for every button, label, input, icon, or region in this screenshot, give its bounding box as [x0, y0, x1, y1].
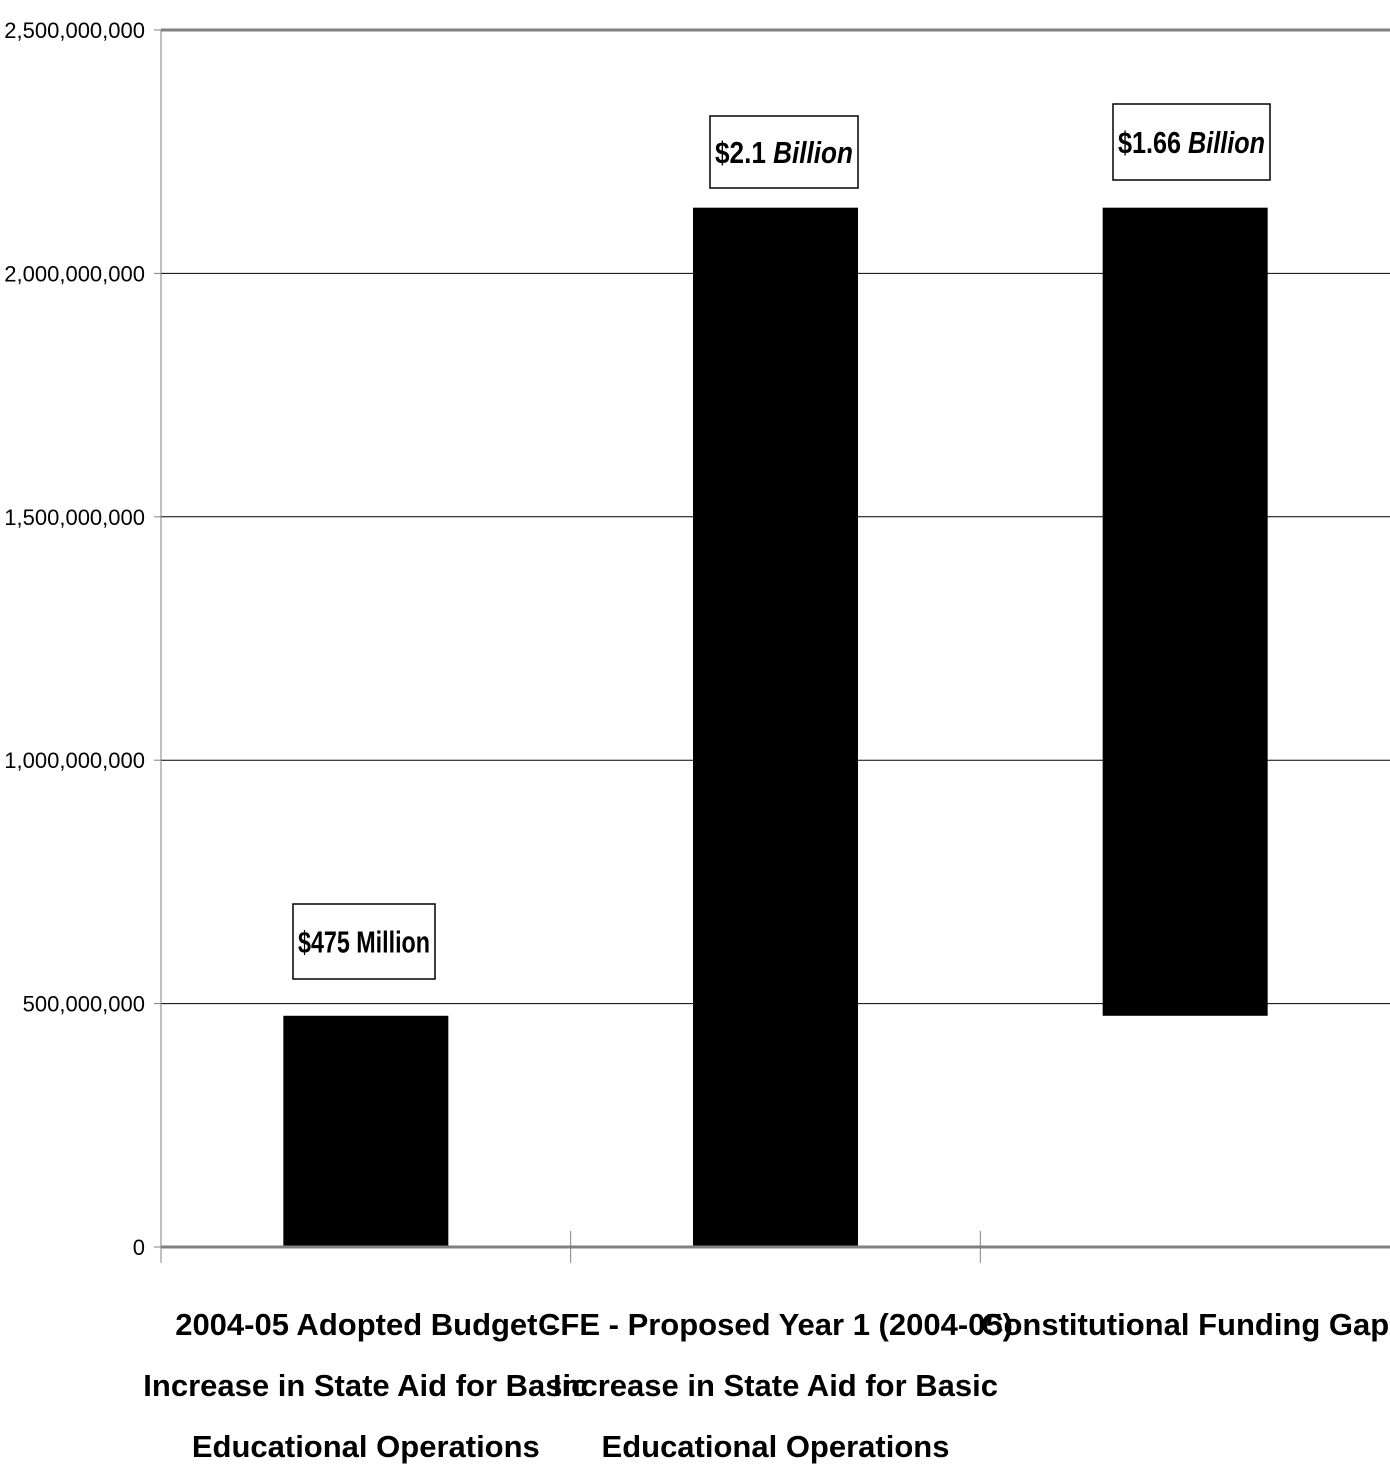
category-label: Increase in State Aid for Basic	[143, 1368, 588, 1403]
category-label: Educational Operations	[192, 1429, 540, 1464]
y-tick-label: 2,500,000,000	[4, 18, 145, 43]
data-label-box	[292, 903, 436, 980]
data-label-text: $475 Million	[298, 925, 430, 960]
data-label: $1.66 Billion	[1112, 103, 1271, 181]
data-label: $475 Million	[292, 903, 436, 980]
data-labels: $475 Million $2.1 Billion $1.66 Billion	[292, 103, 1271, 980]
bar	[1102, 207, 1268, 1016]
axes	[154, 29, 1390, 1263]
category-label: Constitutional Funding Gap	[981, 1307, 1389, 1342]
category-label: CFE - Proposed Year 1 (2004-05)	[538, 1307, 1013, 1342]
data-label-box	[1112, 103, 1271, 181]
bar	[693, 207, 858, 1247]
y-tick-label: 1,000,000,000	[4, 748, 145, 773]
data-label-text: $1.66 Billion	[1118, 125, 1265, 160]
category-labels: 2004-05 Adopted Budget - Increase in Stat…	[143, 1307, 1389, 1464]
bars	[283, 207, 1268, 1247]
data-label-box	[709, 115, 859, 189]
data-label-text: $2.1 Billion	[715, 135, 853, 170]
data-label: $2.1 Billion	[709, 115, 859, 189]
y-tick-label: 1,500,000,000	[4, 505, 145, 530]
y-tick-label: 500,000,000	[23, 992, 145, 1017]
category-label: Educational Operations	[602, 1429, 950, 1464]
y-axis-tick-labels: 0 500,000,000 1,000,000,000 1,500,000,000 2,…	[4, 18, 145, 1260]
category-label: Increase in State Aid for Basic	[553, 1368, 998, 1403]
y-tick-label: 0	[133, 1235, 145, 1260]
y-tick-label: 2,000,000,000	[4, 261, 145, 286]
bar	[283, 1015, 449, 1247]
category-label: 2004-05 Adopted Budget -	[175, 1307, 556, 1342]
